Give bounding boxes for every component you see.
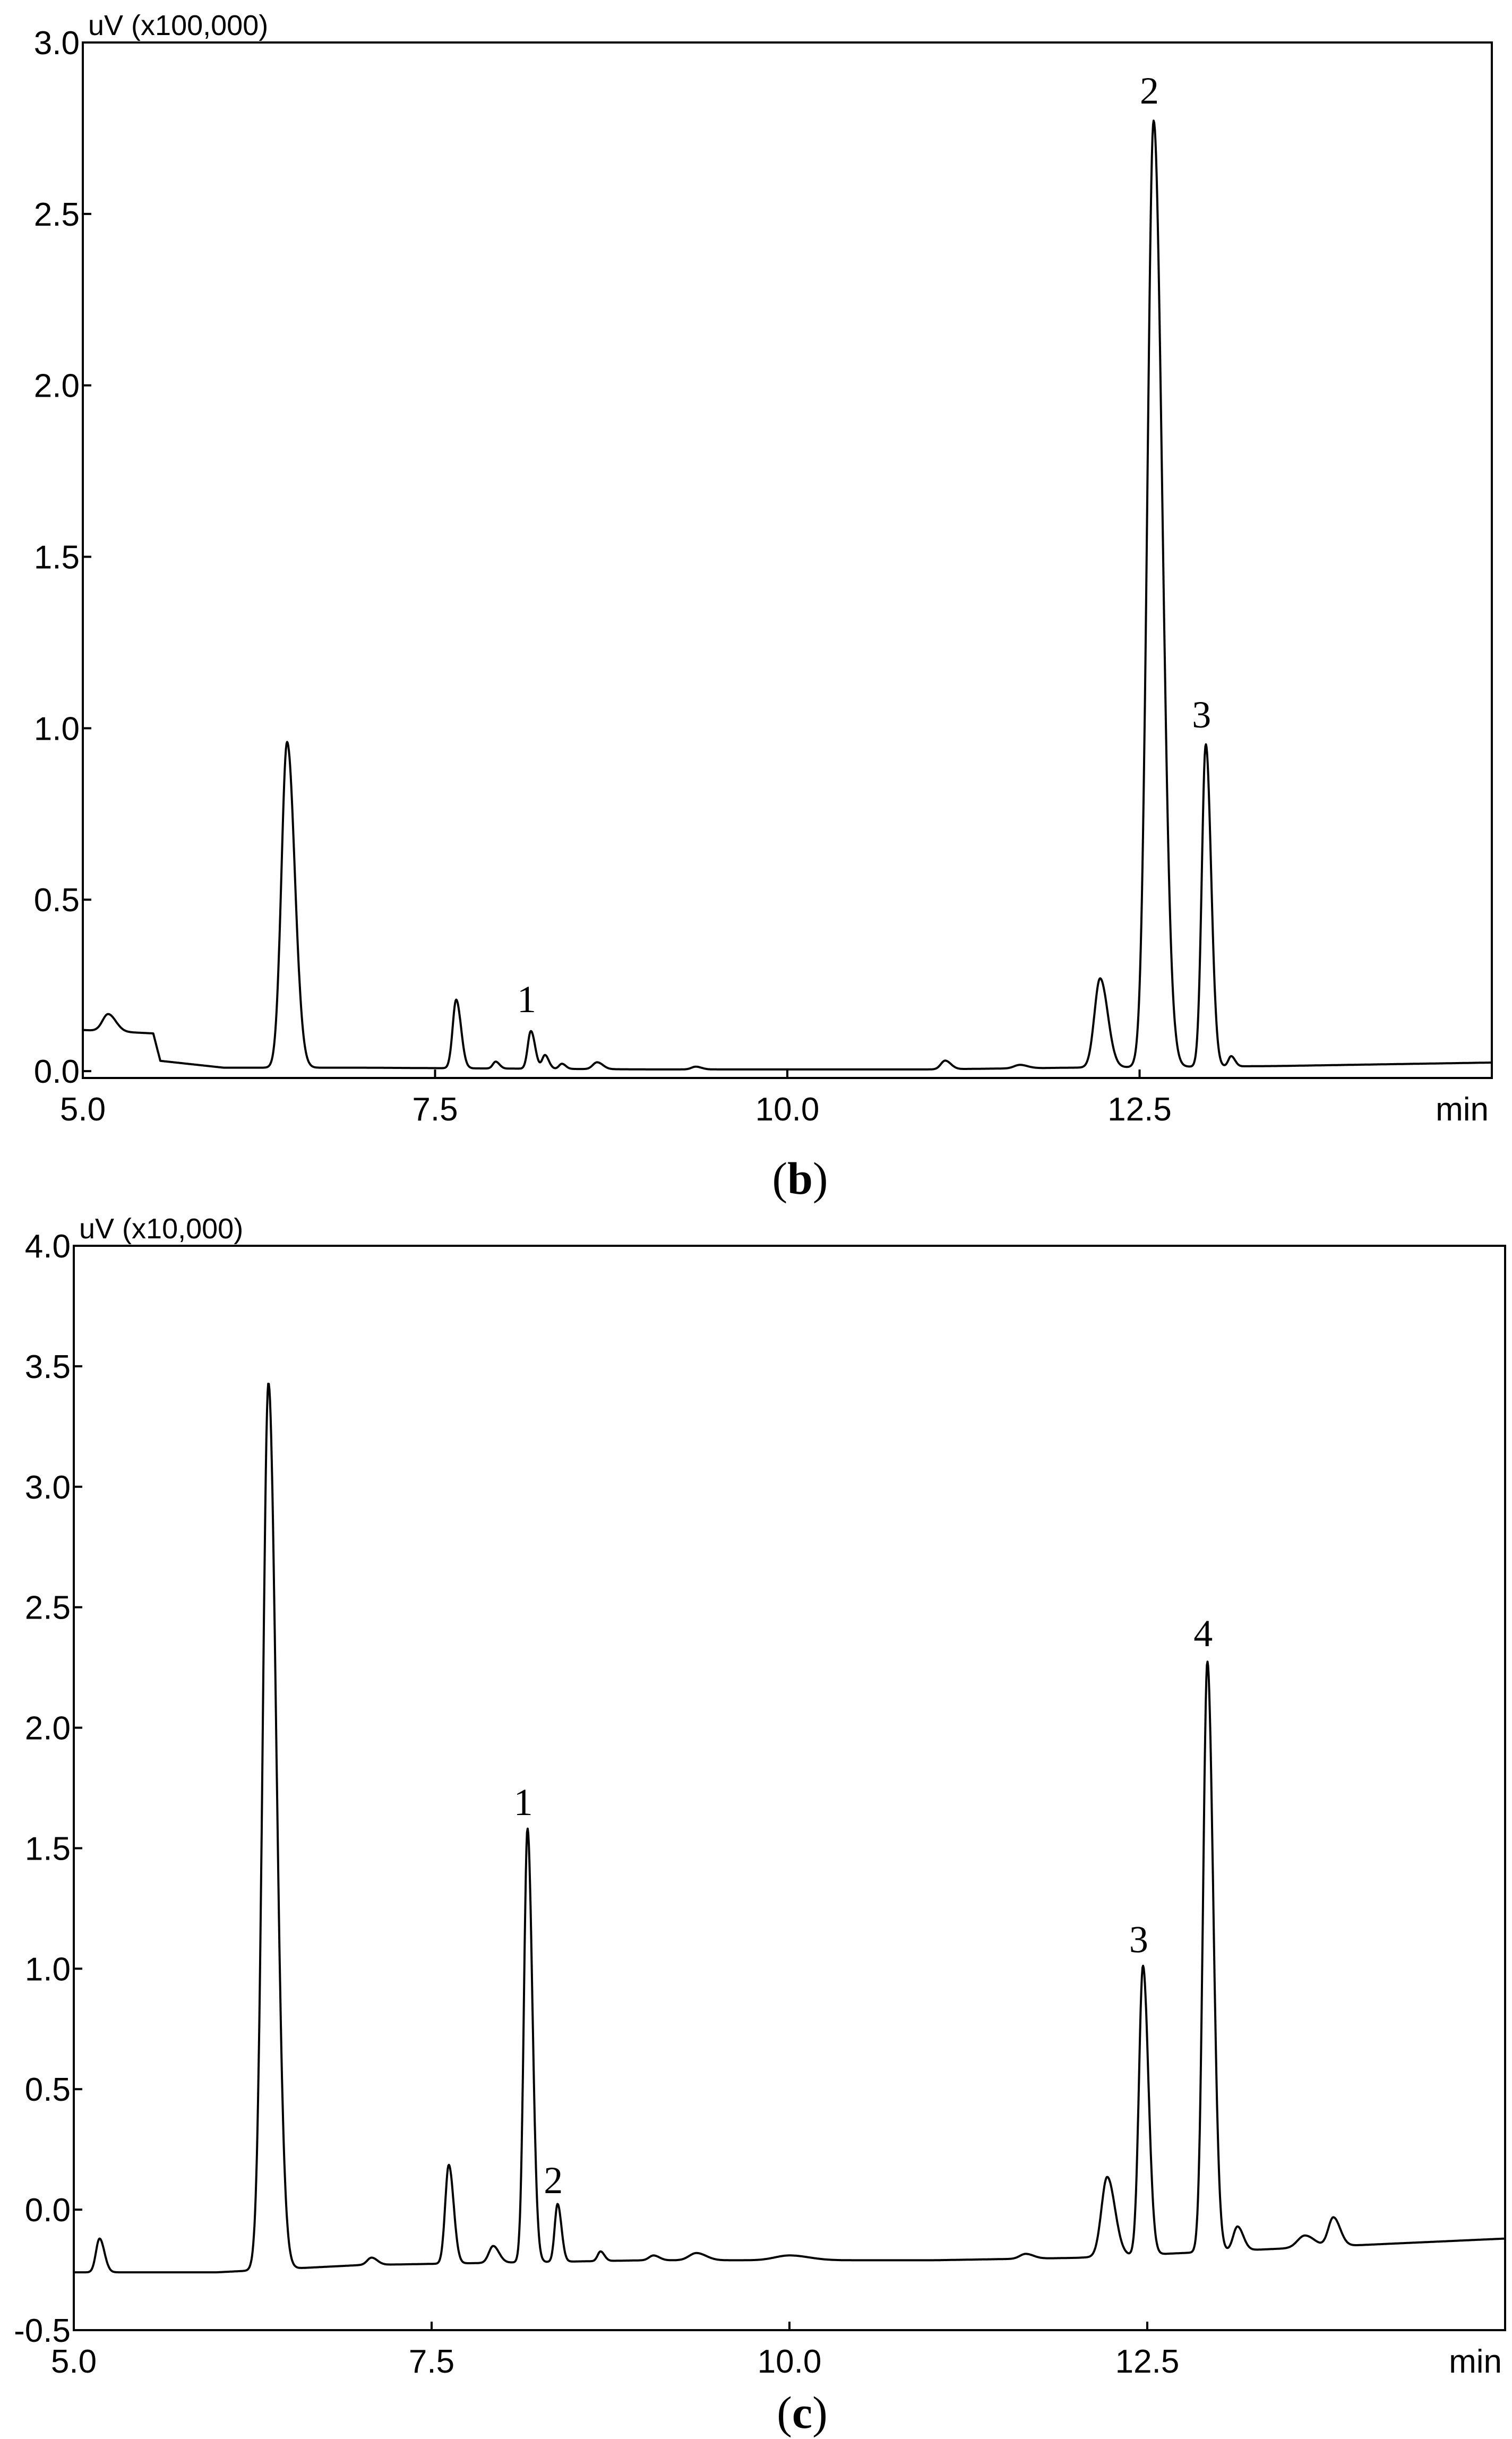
y-tick-label: 0.5: [34, 882, 80, 919]
y-tick-label: 1.5: [25, 1830, 71, 1867]
panel-caption: (c): [777, 2387, 827, 2438]
peak-label-4: 4: [1193, 1612, 1213, 1655]
chromatogram-panel-b: 0.0 0.5 1.0 1.5 2.0 2.5 3.0 5.0 7.5 10.0 12.5 uV (x…: [34, 10, 1493, 1204]
peak-label-2: 2: [544, 2159, 563, 2202]
x-tick-label: 7.5: [409, 2343, 454, 2380]
y-tick-label: 0.0: [25, 2192, 71, 2229]
panel-caption-letter: b: [787, 1153, 813, 1204]
y-tick-label: 0.5: [25, 2072, 71, 2108]
peak-label-1: 1: [517, 978, 536, 1021]
x-unit-label: min: [1436, 1091, 1489, 1128]
x-unit-label: min: [1449, 2343, 1502, 2380]
x-tick-label: 5.0: [60, 1091, 106, 1128]
y-tick-label: 4.0: [25, 1228, 71, 1265]
x-tick-label: 10.0: [755, 1091, 820, 1128]
peak-label-3: 3: [1129, 1918, 1148, 1961]
y-tick-label: 2.0: [25, 1710, 71, 1747]
peak-label-2: 2: [1140, 70, 1159, 112]
y-tick-label: 3.0: [25, 1469, 71, 1506]
y-unit-label: uV (x100,000): [88, 10, 268, 41]
y-tick-label: 3.5: [25, 1349, 71, 1385]
x-tick-label: 10.0: [758, 2343, 822, 2380]
y-tick-label: 1.5: [34, 540, 80, 576]
y-tick-label: 1.0: [34, 711, 80, 747]
peak-label-1: 1: [514, 1781, 533, 1824]
y-tick-label: 1.0: [25, 1951, 71, 1988]
y-tick-label: 2.5: [25, 1590, 71, 1627]
y-tick-label: -0.5: [14, 2313, 71, 2349]
chromatogram-panel-c: -0.5 0.0 0.5 1.0 1.5 2.0 2.5 3.0 3.5 4.0 5.0 7.5 10.…: [14, 1213, 1506, 2438]
x-tick-label: 12.5: [1115, 2343, 1180, 2380]
chromatogram-trace: [73, 1382, 1506, 2274]
y-tick-label: 3.0: [34, 25, 80, 62]
y-tick-label: 0.0: [34, 1054, 80, 1090]
peak-label-3: 3: [1192, 694, 1211, 736]
panel-caption: (b): [772, 1153, 828, 1204]
y-unit-label: uV (x10,000): [79, 1213, 243, 1245]
chromatogram-trace: [82, 119, 1492, 1071]
y-tick-label: 2.0: [34, 368, 80, 405]
panel-caption-letter: c: [792, 2387, 812, 2438]
x-tick-label: 5.0: [51, 2343, 97, 2380]
x-tick-label: 7.5: [412, 1091, 458, 1128]
y-tick-label: 2.5: [34, 196, 80, 233]
x-tick-label: 12.5: [1107, 1091, 1172, 1128]
